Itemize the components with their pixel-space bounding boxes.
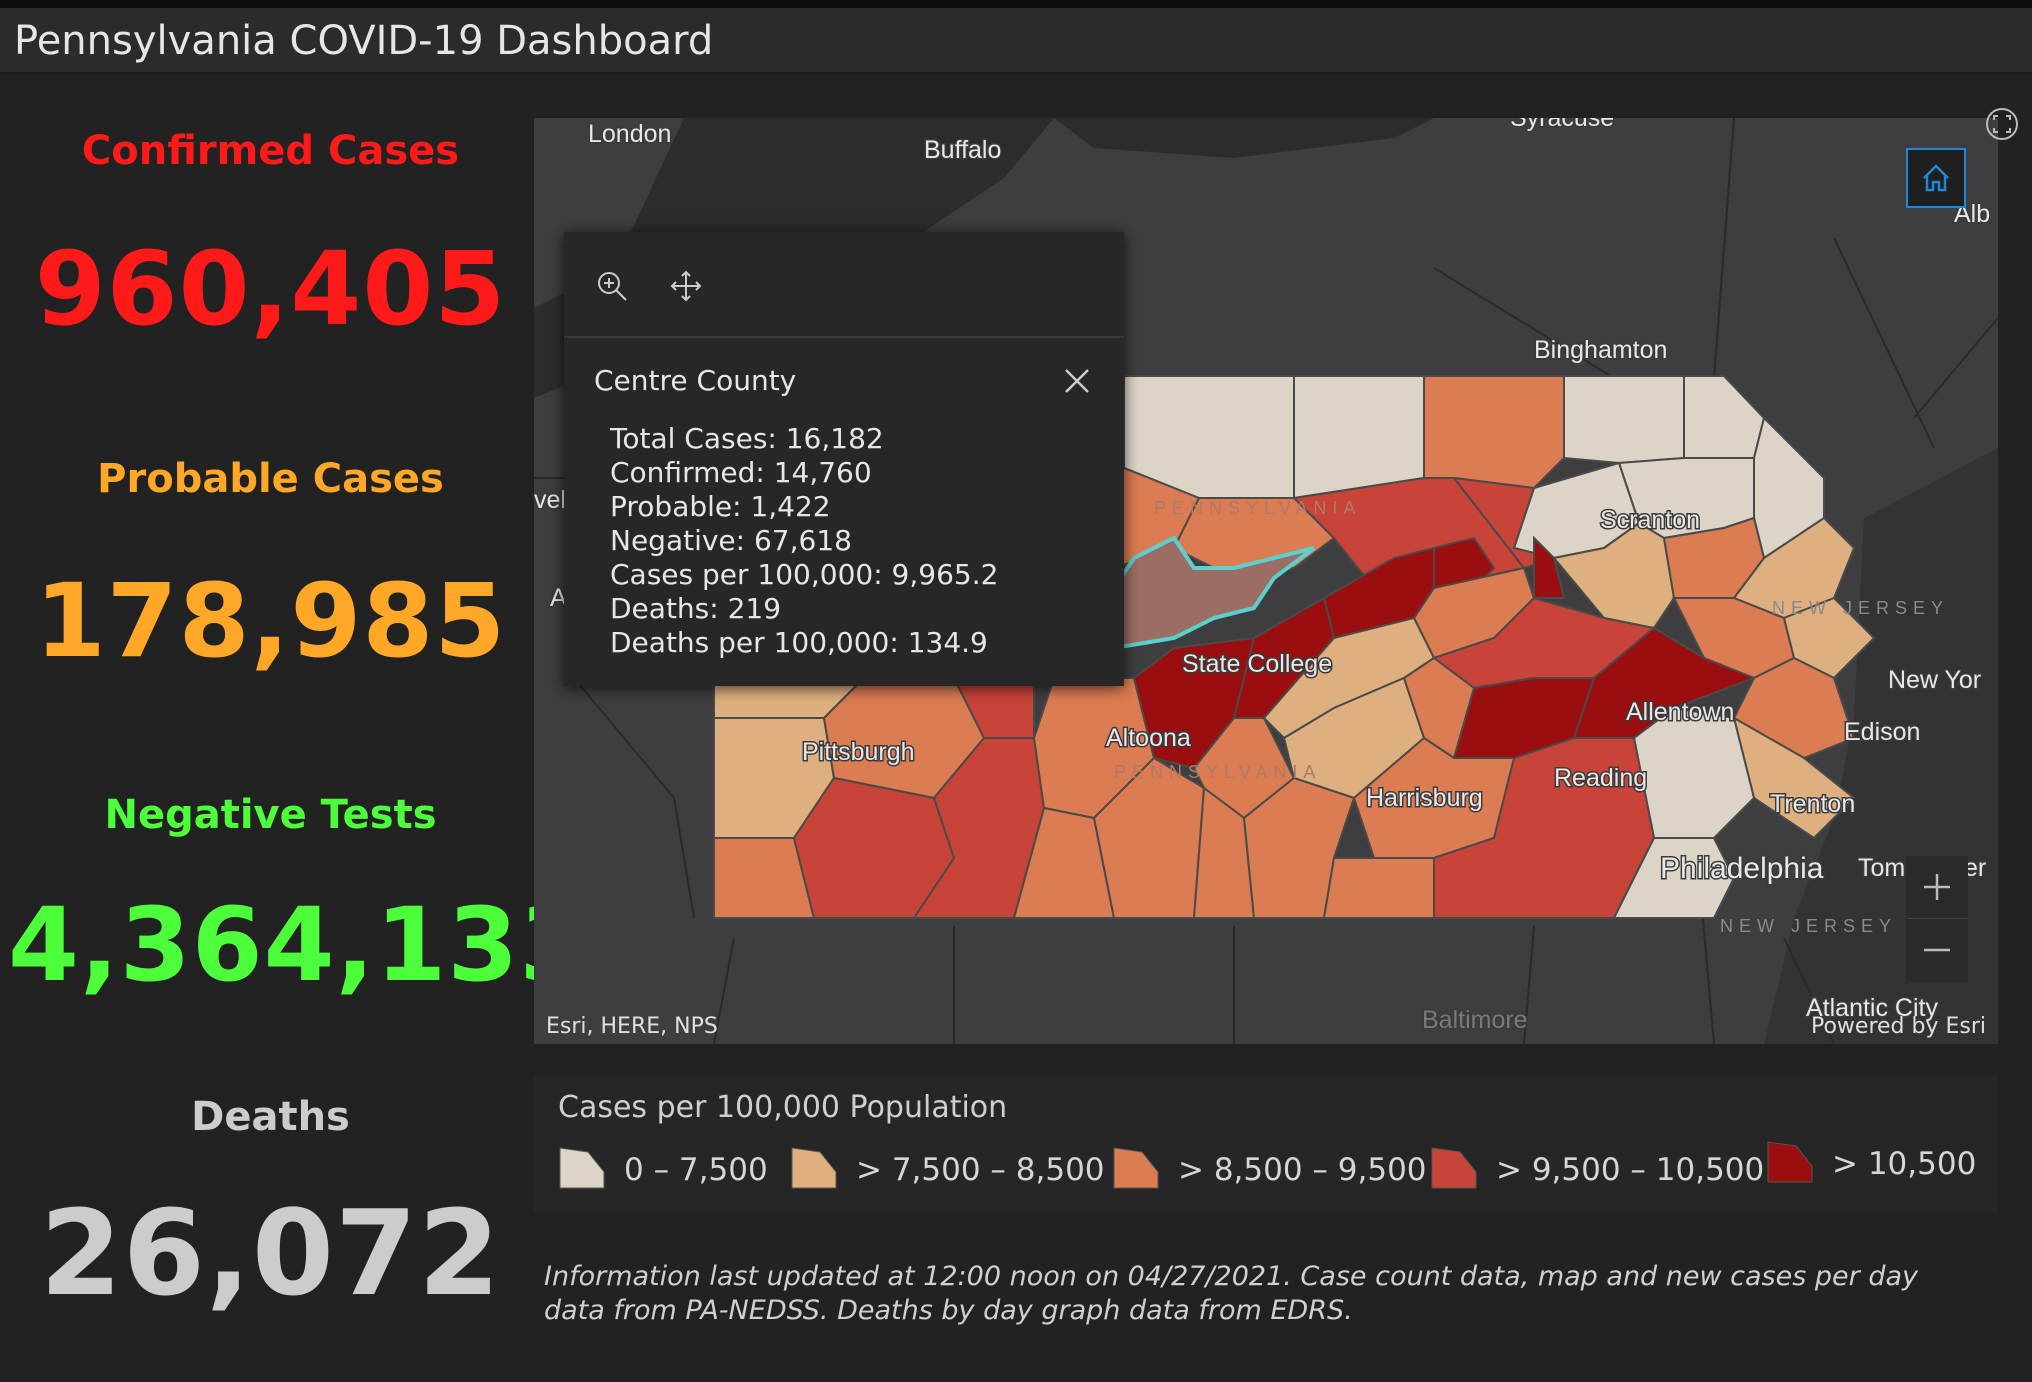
popup-probable: Probable: 1,422 [610, 490, 831, 523]
map-label-harrisburg: Harrisburg [1366, 784, 1483, 812]
probable-cases-label: Probable Cases [97, 456, 444, 502]
close-icon [1065, 369, 1089, 393]
popup-body: Total Cases: 16,182 Confirmed: 14,760 Pr… [610, 422, 998, 660]
county[interactable] [1322, 857, 1435, 919]
map-label-state-college: State College [1182, 650, 1332, 678]
map-label-pittsburgh: Pittsburgh [802, 738, 915, 766]
zoom-to-button[interactable] [594, 268, 630, 304]
county[interactable] [1782, 596, 1876, 680]
popup-deaths: Deaths: 219 [610, 592, 782, 625]
map-label-akron-partial: A [550, 584, 567, 612]
map-label-trenton: Trenton [1770, 790, 1855, 818]
legend-label: > 10,500 [1832, 1146, 1977, 1182]
county[interactable] [1423, 375, 1565, 490]
home-button[interactable] [1906, 148, 1966, 208]
county[interactable] [1563, 375, 1685, 465]
legend-item: > 7,500 – 8,500 [790, 1144, 1105, 1204]
powered-by-esri-link[interactable]: Powered by Esri [1810, 1014, 1986, 1039]
negative-tests-value: 4,364,133 [8, 886, 592, 1005]
plus-icon [1924, 874, 1950, 900]
popup-negative: Negative: 67,618 [610, 524, 852, 557]
legend-label: > 9,500 – 10,500 [1496, 1152, 1765, 1188]
deaths-value: 26,072 [39, 1184, 502, 1322]
fullscreen-icon [1986, 108, 2018, 140]
popup-close-button[interactable] [1062, 366, 1092, 396]
lake-ontario [1054, 118, 1434, 158]
zoom-out-button[interactable] [1906, 919, 1968, 981]
map-label-toms-river-left: Tom [1858, 854, 1905, 882]
page-title: Pennsylvania COVID-19 Dashboard [14, 18, 714, 64]
confirmed-cases-label: Confirmed Cases [81, 128, 460, 174]
legend-label: > 8,500 – 9,500 [1178, 1152, 1427, 1188]
map-legend: Cases per 100,000 Population 0 – 7,500 >… [534, 1076, 1998, 1212]
county[interactable] [1293, 375, 1425, 500]
popup-total-cases: Total Cases: 16,182 [610, 422, 884, 455]
legend-swatch-icon [559, 1147, 605, 1189]
legend-swatch-icon [1767, 1141, 1813, 1183]
update-footnote: Information last updated at 12:00 noon o… [544, 1261, 1918, 1326]
county[interactable] [1533, 535, 1566, 599]
map-label-allentown: Allentown [1626, 698, 1734, 726]
zoom-in-button[interactable] [1906, 856, 1968, 919]
map-label-philadelphia: Philadelphia [1660, 852, 1824, 885]
map-label-scranton: Scranton [1600, 506, 1700, 534]
popup-toolbar [564, 232, 1124, 338]
map-label-altoona: Altoona [1106, 724, 1191, 752]
map-label-reading: Reading [1554, 764, 1647, 792]
legend-swatch-icon [1113, 1147, 1159, 1189]
county[interactable] [1433, 737, 1656, 919]
legend-swatch-icon [791, 1147, 837, 1189]
map-label-baltimore: Baltimore [1422, 1006, 1528, 1034]
legend-item: > 8,500 – 9,500 [1112, 1144, 1427, 1204]
legend-item: > 10,500 [1766, 1138, 1976, 1198]
county[interactable] [1612, 837, 1736, 919]
popup-confirmed: Confirmed: 14,760 [610, 456, 872, 489]
map-label-binghamton: Binghamton [1534, 336, 1667, 364]
map-label-new-jersey-north: NEW JERSEY [1772, 598, 1949, 618]
popup-title: Centre County [594, 364, 797, 397]
attribution-sources: Esri, HERE, NPS [546, 1014, 718, 1039]
map-label-london: London [588, 120, 671, 148]
legend-swatch-icon [1431, 1147, 1477, 1189]
stats-panel: Confirmed Cases 960,405 Probable Cases 1… [8, 94, 590, 1382]
legend-label: 0 – 7,500 [624, 1152, 768, 1188]
map-label-cleveland-partial: vel [534, 486, 566, 514]
zoom-to-icon [598, 272, 627, 301]
legend-item: > 9,500 – 10,500 [1430, 1144, 1764, 1204]
probable-cases-value: 178,985 [34, 562, 507, 681]
map-label-syracuse: Syracuse [1510, 118, 1614, 132]
map-label-buffalo: Buffalo [924, 136, 1001, 164]
map-label-atlantic-city: Atlantic City [1806, 994, 1938, 1022]
pan-button[interactable] [668, 268, 704, 304]
map-attribution-bar: Esri, HERE, NPS Powered by Esri [534, 1008, 1998, 1044]
home-icon [1923, 164, 1949, 192]
confirmed-cases-value: 960,405 [34, 230, 507, 349]
map-label-new-jersey-south: NEW JERSEY [1720, 916, 1897, 936]
legend-title: Cases per 100,000 Population [558, 1090, 1008, 1125]
minus-icon [1924, 948, 1950, 952]
fullscreen-button[interactable] [1984, 106, 2020, 142]
zoom-controls [1906, 856, 1968, 982]
county-popup: Centre County Total Cases: 16,182 Confir… [564, 232, 1124, 686]
map-label-new-york: New Yor [1888, 666, 1981, 694]
pan-icon [670, 270, 702, 302]
header-bar: Pennsylvania COVID-19 Dashboard [0, 8, 2032, 74]
legend-item: 0 – 7,500 [558, 1144, 768, 1204]
map-label-pennsylvania-north: PENNSYLVANIA [1154, 498, 1361, 518]
negative-tests-label: Negative Tests [104, 792, 437, 838]
window-top-strip [0, 0, 2032, 8]
map-label-edison: Edison [1844, 718, 1920, 746]
deaths-label: Deaths [191, 1094, 350, 1140]
legend-label: > 7,500 – 8,500 [856, 1152, 1105, 1188]
popup-deaths-per-100k: Deaths per 100,000: 134.9 [610, 626, 988, 659]
map-label-pennsylvania-south: PENNSYLVANIA [1114, 762, 1321, 782]
popup-cases-per-100k: Cases per 100,000: 9,965.2 [610, 558, 999, 591]
